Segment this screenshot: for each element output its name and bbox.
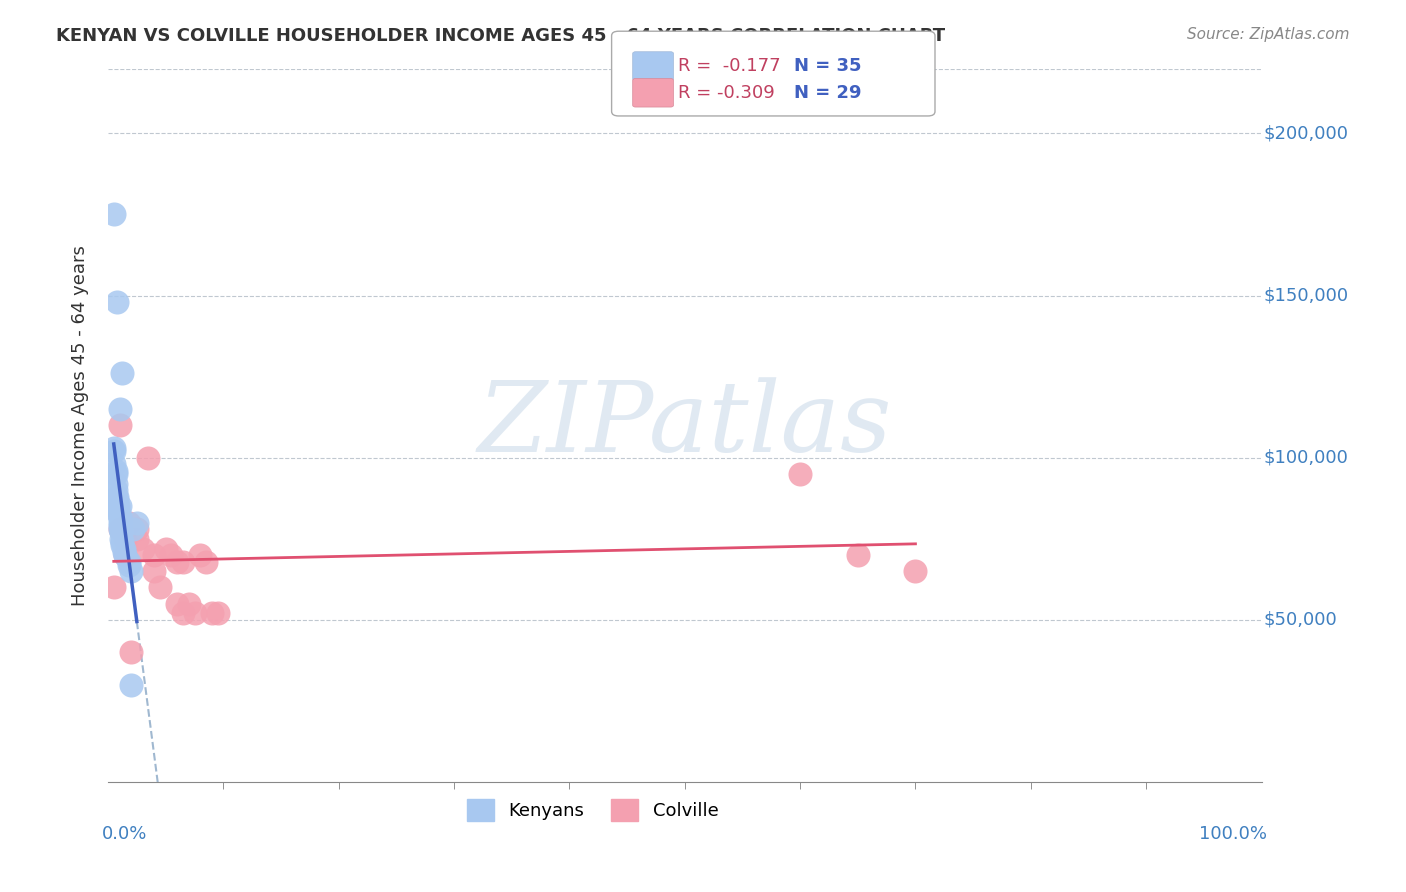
Point — [160, 548, 183, 562]
Point — [846, 548, 869, 562]
Text: N = 35: N = 35 — [794, 57, 862, 75]
Point — [125, 522, 148, 536]
Point — [103, 207, 125, 221]
Point — [114, 532, 136, 546]
Point — [172, 555, 194, 569]
Point — [188, 548, 211, 562]
Point — [125, 532, 148, 546]
Point — [183, 607, 205, 621]
Point — [108, 418, 131, 433]
Point — [149, 581, 172, 595]
Text: 0.0%: 0.0% — [103, 825, 148, 843]
Point — [201, 607, 224, 621]
Text: KENYAN VS COLVILLE HOUSEHOLDER INCOME AGES 45 - 64 YEARS CORRELATION CHART: KENYAN VS COLVILLE HOUSEHOLDER INCOME AG… — [56, 27, 945, 45]
Point — [114, 548, 136, 562]
Point — [177, 597, 200, 611]
Point — [103, 444, 125, 458]
Text: N = 29: N = 29 — [794, 84, 862, 102]
Point — [120, 678, 142, 692]
Point — [103, 441, 125, 455]
Text: ZIPatlas: ZIPatlas — [478, 377, 891, 473]
Text: R = -0.309: R = -0.309 — [678, 84, 775, 102]
Point — [110, 525, 132, 540]
Point — [166, 555, 188, 569]
Point — [105, 492, 128, 507]
Point — [108, 522, 131, 536]
Point — [112, 545, 135, 559]
Point — [108, 522, 131, 536]
Point — [111, 367, 134, 381]
Text: Source: ZipAtlas.com: Source: ZipAtlas.com — [1187, 27, 1350, 42]
Point — [125, 516, 148, 530]
Point — [131, 541, 153, 556]
Point — [143, 564, 166, 578]
Point — [105, 295, 128, 310]
Point — [110, 532, 132, 546]
Point — [112, 541, 135, 556]
Text: $150,000: $150,000 — [1264, 286, 1348, 304]
Point — [120, 645, 142, 659]
Point — [111, 538, 134, 552]
Point — [120, 564, 142, 578]
Point — [108, 500, 131, 514]
Point — [118, 555, 141, 569]
Point — [107, 502, 129, 516]
Point — [904, 564, 927, 578]
Point — [105, 476, 128, 491]
Text: $50,000: $50,000 — [1264, 611, 1337, 629]
Point — [105, 490, 128, 504]
Legend: Kenyans, Colville: Kenyans, Colville — [457, 790, 727, 830]
Point — [108, 509, 131, 524]
Point — [107, 500, 129, 514]
Point — [195, 555, 218, 569]
Text: $200,000: $200,000 — [1264, 124, 1348, 143]
Point — [103, 457, 125, 471]
Point — [105, 464, 128, 478]
Text: $100,000: $100,000 — [1264, 449, 1348, 467]
Point — [108, 402, 131, 417]
Point — [111, 535, 134, 549]
Text: 100.0%: 100.0% — [1199, 825, 1267, 843]
Point — [172, 607, 194, 621]
Point — [118, 516, 141, 530]
Point — [207, 607, 229, 621]
Point — [118, 558, 141, 572]
Point — [114, 548, 136, 562]
Point — [122, 522, 145, 536]
Point — [105, 483, 128, 498]
Point — [108, 512, 131, 526]
Point — [155, 541, 177, 556]
Y-axis label: Householder Income Ages 45 - 64 years: Householder Income Ages 45 - 64 years — [72, 245, 89, 606]
Point — [105, 467, 128, 481]
Point — [789, 467, 811, 481]
Point — [143, 548, 166, 562]
Text: R =  -0.177: R = -0.177 — [678, 57, 780, 75]
Point — [107, 506, 129, 520]
Point — [108, 516, 131, 530]
Point — [108, 519, 131, 533]
Point — [103, 581, 125, 595]
Point — [166, 597, 188, 611]
Point — [138, 450, 160, 465]
